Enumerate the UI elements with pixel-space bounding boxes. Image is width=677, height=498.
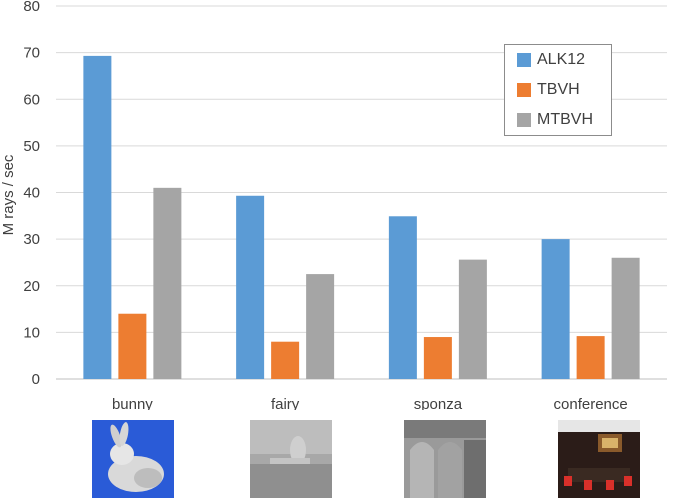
legend-label-tbvh: TBVH xyxy=(537,81,580,98)
y-tick-label: 50 xyxy=(23,138,40,155)
legend-swatch-tbvh xyxy=(517,83,531,97)
fairy-render-image xyxy=(250,420,332,498)
bunny-render-image xyxy=(92,420,174,498)
legend-label-mtbvh: MTBVH xyxy=(537,111,593,128)
bar-tbvh-sponza xyxy=(423,337,452,379)
bar-alk12-conference xyxy=(541,239,570,379)
bar-mtbvh-bunny xyxy=(153,187,182,379)
y-tick-label: 70 xyxy=(23,45,40,62)
y-axis-ticks: 0 10 20 30 40 50 60 70 80 xyxy=(23,0,40,388)
y-tick-label: 30 xyxy=(23,231,40,248)
y-tick-label: 20 xyxy=(23,278,40,295)
bar-alk12-bunny xyxy=(83,55,112,380)
y-tick-label: 60 xyxy=(23,91,40,108)
legend-swatch-mtbvh xyxy=(517,113,531,127)
legend-swatch-alk12 xyxy=(517,53,531,67)
bar-chart: 0 10 20 30 40 50 60 70 80 bunny fairy sponza confer… xyxy=(0,0,667,410)
legend-label-alk12: ALK12 xyxy=(537,51,586,68)
legend-item-alk12: ALK12 xyxy=(505,45,611,75)
legend: ALK12 TBVH MTBVH xyxy=(504,44,612,136)
category-label-bunny: bunny xyxy=(112,396,153,410)
category-label-conference: conference xyxy=(554,396,628,410)
y-axis-label: M rays / sec xyxy=(0,154,17,235)
bar-alk12-fairy xyxy=(236,195,265,379)
bar-tbvh-bunny xyxy=(118,313,147,379)
legend-item-tbvh: TBVH xyxy=(505,75,611,105)
sponza-render-image xyxy=(404,420,486,498)
category-label-sponza: sponza xyxy=(414,396,463,410)
bar-series xyxy=(83,55,640,380)
y-tick-label: 10 xyxy=(23,324,40,341)
bar-tbvh-conference xyxy=(576,336,605,379)
y-tick-label: 0 xyxy=(32,371,40,388)
bar-mtbvh-conference xyxy=(611,257,640,379)
bar-mtbvh-sponza xyxy=(458,259,487,379)
conference-render-image xyxy=(558,420,640,498)
bar-alk12-sponza xyxy=(388,216,417,379)
y-tick-label: 80 xyxy=(23,0,40,15)
legend-item-mtbvh: MTBVH xyxy=(505,105,611,135)
y-tick-label: 40 xyxy=(23,185,40,202)
bar-tbvh-fairy xyxy=(271,341,300,379)
category-labels: bunny fairy sponza conference xyxy=(112,396,628,410)
category-label-fairy: fairy xyxy=(271,396,300,410)
bar-mtbvh-fairy xyxy=(306,274,335,379)
